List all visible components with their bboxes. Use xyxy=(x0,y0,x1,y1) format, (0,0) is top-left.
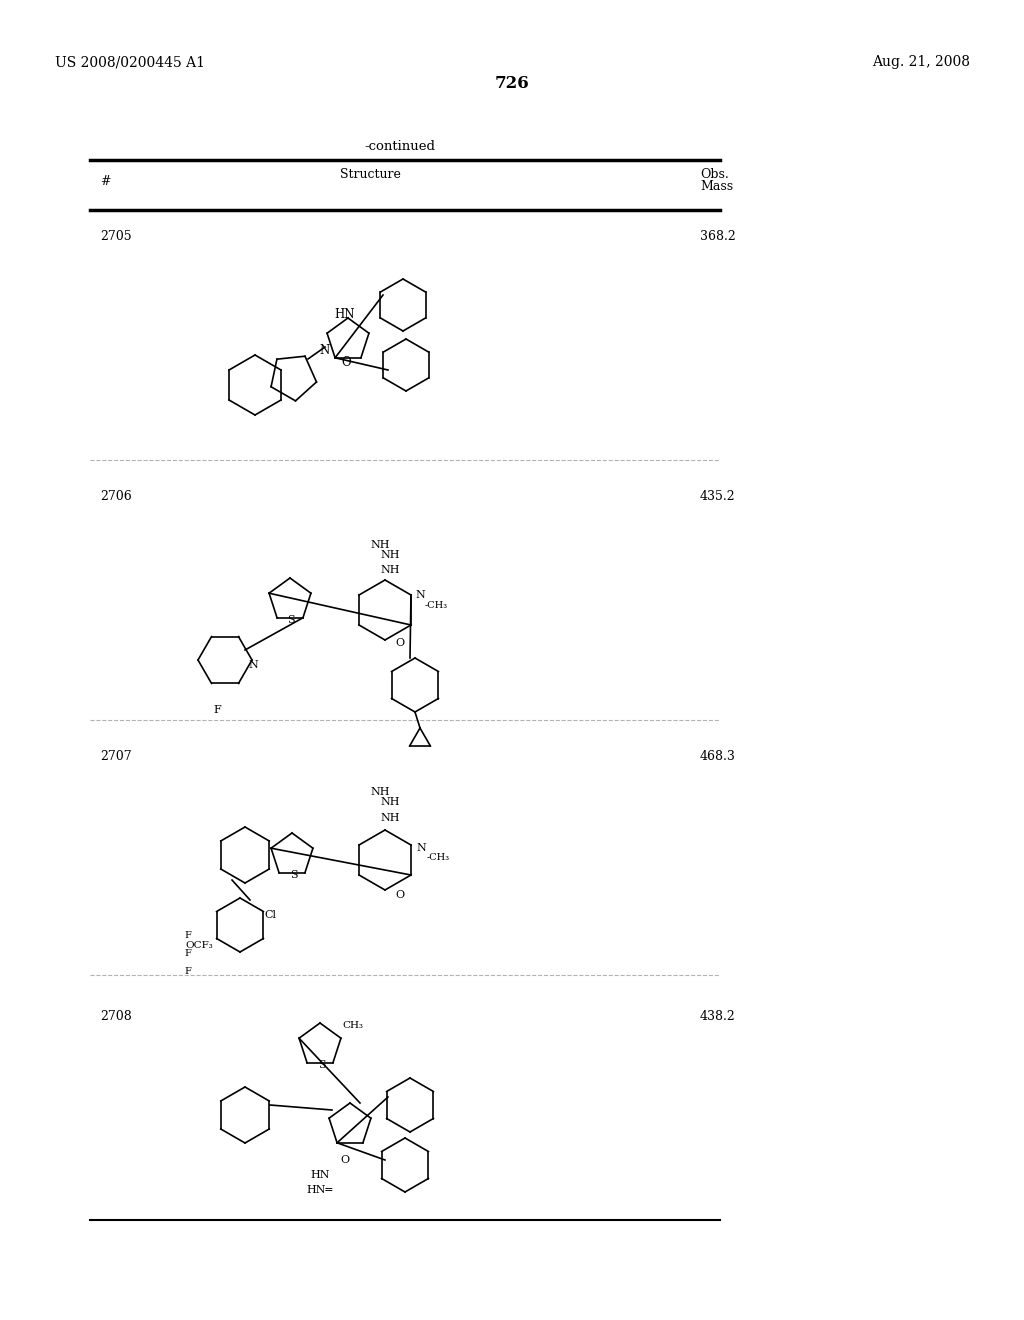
Text: N: N xyxy=(416,843,426,853)
Text: O: O xyxy=(340,1155,349,1166)
Text: HN═: HN═ xyxy=(307,1185,333,1195)
Text: O: O xyxy=(341,356,351,370)
Text: NH: NH xyxy=(380,550,399,560)
Text: 2708: 2708 xyxy=(100,1010,132,1023)
Text: US 2008/0200445 A1: US 2008/0200445 A1 xyxy=(55,55,205,69)
Text: Aug. 21, 2008: Aug. 21, 2008 xyxy=(872,55,970,69)
Text: F: F xyxy=(184,966,191,975)
Text: NH: NH xyxy=(371,540,390,550)
Text: S: S xyxy=(287,615,295,624)
Text: O: O xyxy=(395,638,404,648)
Text: -continued: -continued xyxy=(365,140,435,153)
Text: CH₃: CH₃ xyxy=(342,1020,362,1030)
Text: 2707: 2707 xyxy=(100,750,132,763)
Text: NH: NH xyxy=(380,565,399,576)
Text: 468.3: 468.3 xyxy=(700,750,736,763)
Text: N: N xyxy=(415,590,425,601)
Text: 438.2: 438.2 xyxy=(700,1010,736,1023)
Text: 435.2: 435.2 xyxy=(700,490,735,503)
Text: Obs.: Obs. xyxy=(700,168,729,181)
Text: N: N xyxy=(248,660,258,671)
Text: OCF₃: OCF₃ xyxy=(185,940,213,949)
Text: NH: NH xyxy=(380,813,399,822)
Text: S: S xyxy=(318,1060,326,1071)
Text: -CH₃: -CH₃ xyxy=(427,854,451,862)
Text: #: # xyxy=(100,176,111,187)
Text: Structure: Structure xyxy=(340,168,400,181)
Text: 2705: 2705 xyxy=(100,230,132,243)
Text: F: F xyxy=(184,949,191,957)
Text: F: F xyxy=(184,931,191,940)
Text: N: N xyxy=(319,343,330,356)
Text: 2706: 2706 xyxy=(100,490,132,503)
Text: Mass: Mass xyxy=(700,180,733,193)
Text: -CH₃: -CH₃ xyxy=(425,601,449,610)
Text: HN: HN xyxy=(310,1170,330,1180)
Text: Cl: Cl xyxy=(264,909,276,920)
Text: 368.2: 368.2 xyxy=(700,230,736,243)
Text: 726: 726 xyxy=(495,75,529,92)
Text: S: S xyxy=(290,870,298,880)
Text: F: F xyxy=(213,705,221,715)
Text: O: O xyxy=(395,890,404,900)
Text: NH: NH xyxy=(371,787,390,797)
Text: HN: HN xyxy=(335,309,355,322)
Text: NH: NH xyxy=(380,797,399,807)
